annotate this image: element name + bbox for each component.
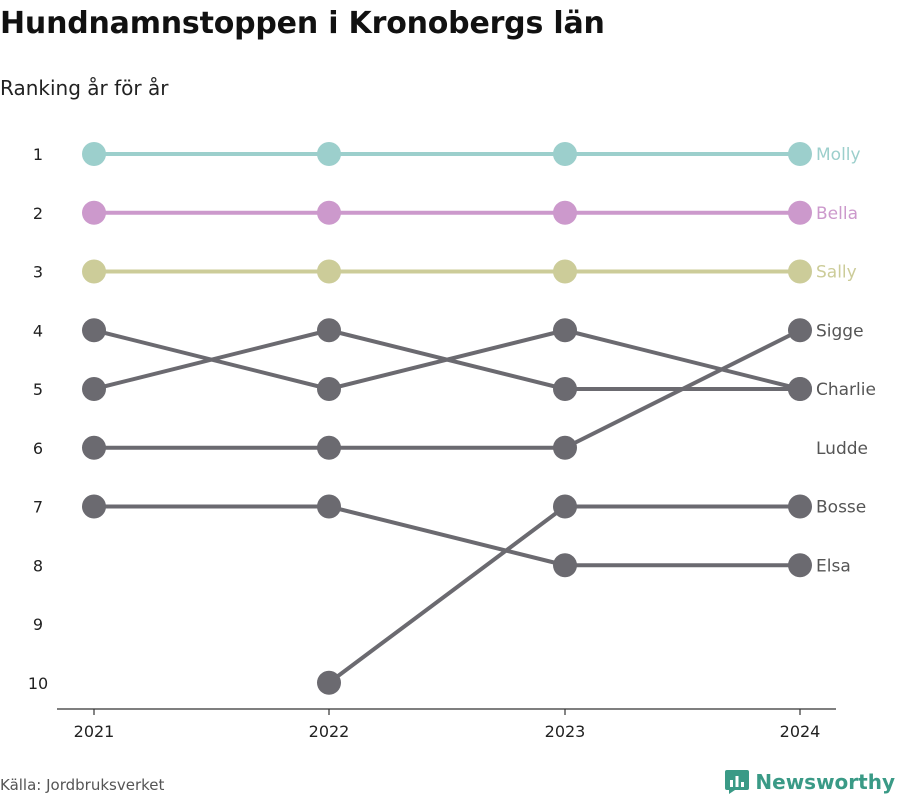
data-point — [553, 318, 577, 343]
data-point — [82, 142, 106, 166]
data-point — [788, 200, 812, 225]
y-tick-label: 6 — [33, 439, 43, 458]
data-point — [553, 377, 577, 401]
data-point — [553, 494, 577, 519]
series-line — [94, 504, 800, 568]
brand-logo[interactable]: Newsworthy — [725, 770, 895, 794]
series-label-molly: Molly — [816, 145, 861, 165]
y-tick-label: 1 — [33, 145, 43, 164]
data-point — [788, 377, 812, 401]
source-note: Källa: Jordbruksverket — [0, 776, 165, 794]
y-tick-label: 7 — [33, 498, 43, 517]
brand-name: Newsworthy — [755, 770, 895, 794]
x-tick-label: 2024 — [780, 722, 821, 741]
data-point — [553, 200, 577, 225]
data-point — [82, 435, 106, 460]
x-tick-label: 2023 — [545, 722, 586, 741]
data-point — [82, 494, 106, 519]
data-point — [317, 377, 341, 401]
series-molly — [82, 142, 812, 166]
data-point — [82, 318, 106, 343]
chart-subtitle: Ranking år för år — [0, 76, 169, 100]
series-elsa — [82, 494, 812, 578]
data-point — [553, 553, 577, 578]
series-label-ludde: Ludde — [816, 439, 868, 459]
chart-title: Hundnamnstoppen i Kronobergs län — [0, 6, 605, 41]
series-label-bella: Bella — [816, 204, 858, 224]
series-ludde — [82, 318, 812, 401]
data-point — [553, 435, 577, 460]
series-label-elsa: Elsa — [816, 556, 851, 576]
series-label-sigge: Sigge — [816, 321, 864, 341]
y-tick-label: 10 — [28, 674, 48, 693]
x-tick-label: 2021 — [74, 722, 115, 741]
data-point — [317, 318, 341, 343]
data-point — [553, 259, 577, 284]
data-point — [553, 142, 577, 166]
data-point — [317, 259, 341, 284]
series-line — [327, 504, 800, 685]
data-point — [82, 259, 106, 284]
data-point — [788, 318, 812, 343]
data-point — [317, 200, 341, 225]
data-point — [82, 200, 106, 225]
newsworthy-logo-icon — [725, 770, 750, 794]
series-sally — [82, 259, 812, 284]
series-line — [93, 328, 800, 391]
data-point — [82, 377, 106, 401]
y-tick-label: 5 — [33, 380, 43, 399]
series-bosse — [317, 494, 812, 695]
data-point — [788, 259, 812, 284]
x-tick-label: 2022 — [309, 722, 350, 741]
data-point — [317, 670, 341, 695]
data-point — [788, 142, 812, 166]
series-label-bosse: Bosse — [816, 498, 866, 518]
data-point — [788, 553, 812, 578]
y-tick-label: 3 — [33, 263, 43, 282]
series-bella — [82, 200, 812, 225]
y-tick-label: 9 — [33, 615, 43, 634]
y-tick-label: 4 — [33, 321, 43, 340]
data-point — [317, 494, 341, 519]
series-label-sally: Sally — [816, 263, 857, 283]
data-point — [317, 435, 341, 460]
y-tick-label: 8 — [33, 556, 43, 575]
data-point — [788, 494, 812, 519]
data-point — [317, 142, 341, 166]
series-label-charlie: Charlie — [816, 380, 876, 400]
y-tick-label: 2 — [33, 204, 43, 223]
